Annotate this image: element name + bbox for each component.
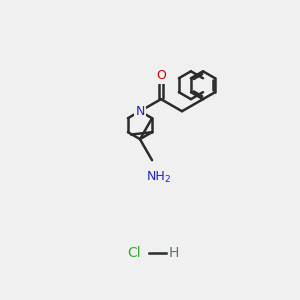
- Text: H: H: [168, 246, 179, 260]
- Text: Cl: Cl: [127, 246, 141, 260]
- Text: N: N: [135, 105, 145, 118]
- Text: O: O: [156, 70, 166, 83]
- Text: NH: NH: [147, 170, 166, 183]
- Text: 2: 2: [165, 176, 170, 184]
- Text: N: N: [135, 105, 145, 118]
